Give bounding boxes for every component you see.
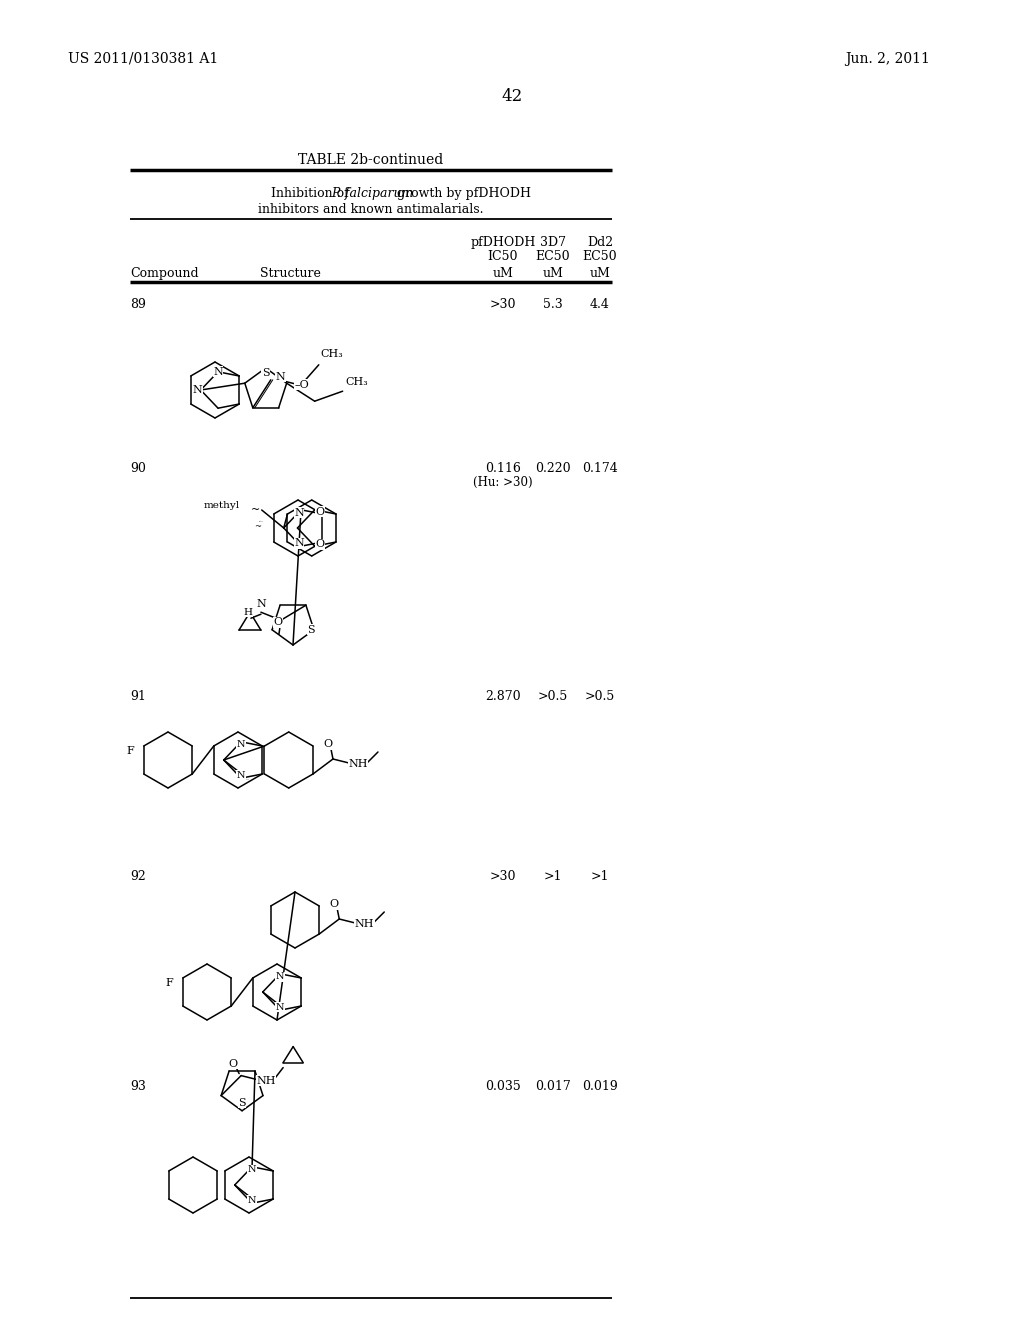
Text: Jun. 2, 2011: Jun. 2, 2011 — [845, 51, 930, 66]
Text: EC50: EC50 — [536, 249, 570, 263]
Text: US 2011/0130381 A1: US 2011/0130381 A1 — [68, 51, 218, 66]
Text: >30: >30 — [489, 298, 516, 312]
Text: S: S — [307, 624, 314, 635]
Text: N: N — [237, 741, 246, 750]
Text: 93: 93 — [130, 1080, 145, 1093]
Text: TABLE 2b-continued: TABLE 2b-continued — [298, 153, 443, 168]
Text: N: N — [213, 367, 223, 376]
Text: pfDHODH: pfDHODH — [470, 236, 536, 249]
Text: >0.5: >0.5 — [585, 690, 615, 704]
Text: N: N — [294, 539, 304, 548]
Text: P. falciparum: P. falciparum — [331, 187, 414, 201]
Text: methyl: methyl — [204, 502, 240, 511]
Text: CH₃: CH₃ — [346, 378, 369, 387]
Text: methyl: methyl — [245, 779, 250, 780]
Text: >30: >30 — [489, 870, 516, 883]
Text: Compound: Compound — [130, 267, 199, 280]
Text: NH: NH — [354, 919, 374, 929]
Text: N: N — [237, 771, 246, 780]
Text: ~: ~ — [254, 523, 261, 531]
Text: N: N — [275, 1003, 285, 1011]
Text: 92: 92 — [130, 870, 145, 883]
Text: H: H — [244, 607, 253, 616]
Text: inhibitors and known antimalarials.: inhibitors and known antimalarials. — [258, 203, 483, 216]
Text: O: O — [273, 618, 283, 627]
Text: O: O — [330, 899, 339, 909]
Text: 90: 90 — [130, 462, 145, 475]
Text: N: N — [248, 1166, 256, 1175]
Text: O: O — [324, 739, 333, 748]
Text: N: N — [248, 1196, 256, 1205]
Text: 0.019: 0.019 — [582, 1080, 617, 1093]
Text: 42: 42 — [502, 88, 522, 106]
Text: Structure: Structure — [260, 267, 321, 280]
Text: N: N — [193, 385, 203, 395]
Text: >1: >1 — [544, 870, 562, 883]
Text: (Hu: >30): (Hu: >30) — [473, 477, 532, 488]
Text: >1: >1 — [591, 870, 609, 883]
Text: uM: uM — [493, 267, 513, 280]
Text: 0.035: 0.035 — [485, 1080, 521, 1093]
Text: N: N — [275, 372, 286, 381]
Text: IC50: IC50 — [487, 249, 518, 263]
Text: N: N — [294, 508, 304, 517]
Text: Dd2: Dd2 — [587, 236, 613, 249]
Text: NH: NH — [256, 1076, 275, 1085]
Text: ~: ~ — [251, 506, 260, 515]
Text: S: S — [262, 368, 269, 378]
Text: 4.4: 4.4 — [590, 298, 610, 312]
Text: 91: 91 — [130, 690, 145, 704]
Text: 89: 89 — [130, 298, 145, 312]
Text: uM: uM — [590, 267, 610, 280]
Text: NH: NH — [348, 759, 368, 770]
Text: 5.3: 5.3 — [543, 298, 563, 312]
Text: S: S — [239, 1098, 246, 1107]
Text: O: O — [228, 1059, 238, 1069]
Text: 3D7: 3D7 — [540, 236, 566, 249]
Text: methyl: methyl — [259, 520, 263, 521]
Text: O: O — [315, 539, 325, 549]
Text: uM: uM — [543, 267, 563, 280]
Text: 2.870: 2.870 — [485, 690, 521, 704]
Text: O: O — [315, 507, 325, 517]
Text: –O: –O — [295, 380, 309, 389]
Text: N: N — [256, 599, 266, 610]
Text: Inhibition of: Inhibition of — [271, 187, 352, 201]
Text: EC50: EC50 — [583, 249, 617, 263]
Text: CH₃: CH₃ — [321, 348, 343, 359]
Text: F: F — [165, 978, 173, 987]
Text: 0.220: 0.220 — [536, 462, 570, 475]
Text: >0.5: >0.5 — [538, 690, 568, 704]
Text: 0.116: 0.116 — [485, 462, 521, 475]
Text: F: F — [126, 746, 134, 756]
Text: growth by pfDHODH: growth by pfDHODH — [393, 187, 531, 201]
Text: 0.017: 0.017 — [536, 1080, 570, 1093]
Text: N: N — [275, 973, 285, 981]
Text: 0.174: 0.174 — [582, 462, 617, 475]
